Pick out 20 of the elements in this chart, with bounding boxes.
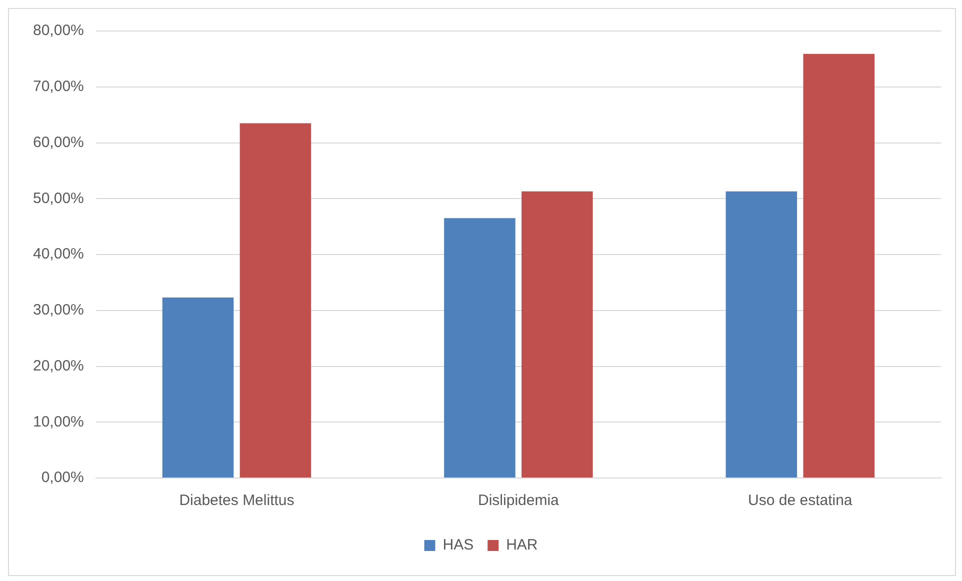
y-tick-label: 20,00%: [33, 357, 84, 374]
bar: [240, 123, 312, 478]
legend-label: HAR: [506, 536, 538, 554]
y-tick-label: 40,00%: [33, 246, 84, 263]
bar: [444, 218, 516, 478]
y-tick-label: 50,00%: [33, 190, 84, 207]
y-tick-label: 60,00%: [33, 134, 84, 151]
legend-label: HAS: [442, 536, 474, 554]
y-tick-label: 0,00%: [41, 469, 84, 486]
y-tick-label: 80,00%: [33, 22, 84, 40]
bar: [803, 54, 875, 478]
bar: [522, 191, 593, 478]
bar: [162, 298, 234, 478]
y-tick-label: 10,00%: [33, 413, 84, 430]
bar: [726, 191, 798, 478]
y-tick-label: 30,00%: [33, 302, 84, 319]
x-tick-label: Diabetes Melittus: [179, 492, 294, 510]
x-tick-label: Dislipidemia: [478, 492, 560, 510]
y-tick-label: 70,00%: [33, 78, 84, 96]
x-tick-label: Uso de estatina: [748, 492, 853, 510]
